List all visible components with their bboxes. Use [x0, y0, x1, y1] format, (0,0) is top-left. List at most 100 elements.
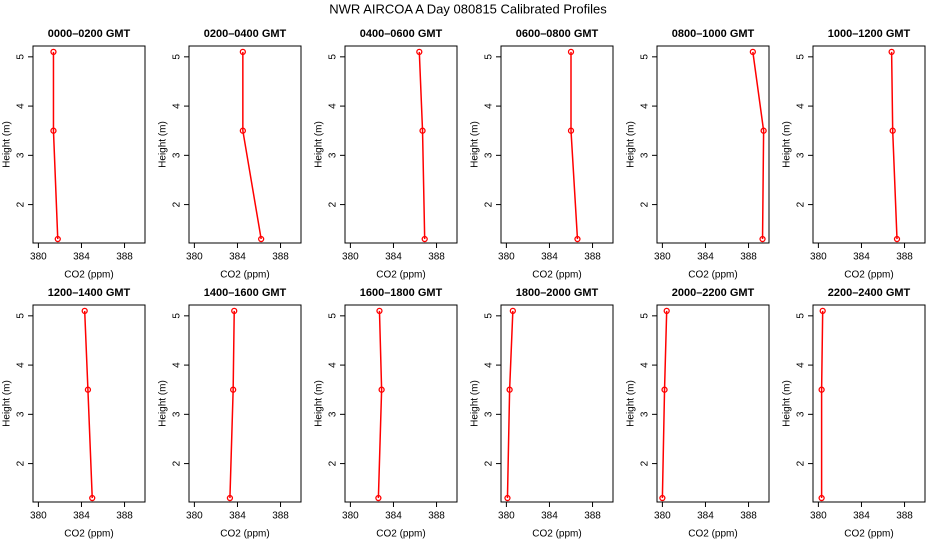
- panel-title: 1000–1200 GMT: [828, 28, 911, 40]
- data-point: [54, 235, 61, 243]
- x-tick-label: 380: [810, 252, 827, 263]
- y-tick-label: 3: [172, 411, 183, 417]
- y-tick-label: 3: [640, 411, 651, 417]
- plot-frame: [188, 304, 302, 503]
- profile-line: [418, 51, 426, 240]
- profile-line: [242, 51, 262, 240]
- data-point: [574, 235, 581, 243]
- y-axis-label: Height (m): [626, 380, 637, 427]
- y-tick-label: 2: [796, 201, 807, 207]
- data-point: [376, 307, 383, 315]
- y-tick-label: 5: [484, 54, 495, 60]
- x-tick-label: 384: [697, 511, 714, 522]
- y-axis-label: Height (m): [2, 380, 13, 427]
- x-axis-label: CO2 (ppm): [376, 270, 425, 281]
- panel-title: 1800–2000 GMT: [516, 287, 599, 299]
- y-tick-label: 4: [796, 103, 807, 109]
- x-tick-label: 384: [541, 511, 558, 522]
- x-axis-label: CO2 (ppm): [220, 529, 269, 540]
- plot-frame: [500, 45, 614, 244]
- data-point: [375, 494, 382, 502]
- x-tick-label: 380: [654, 511, 671, 522]
- profile-line: [570, 51, 579, 240]
- y-tick-label: 4: [328, 362, 339, 368]
- data-point: [81, 307, 88, 315]
- y-tick-label: 4: [16, 362, 27, 368]
- x-tick-label: 380: [342, 252, 359, 263]
- data-point: [509, 307, 516, 315]
- x-tick-label: 380: [30, 511, 47, 522]
- y-axis-label: Height (m): [2, 121, 13, 168]
- y-tick-label: 2: [640, 460, 651, 466]
- data-point: [818, 386, 825, 393]
- y-tick-label: 4: [640, 362, 651, 368]
- x-tick-label: 388: [896, 252, 913, 263]
- x-tick-label: 380: [30, 252, 47, 263]
- y-tick-label: 4: [16, 103, 27, 109]
- x-tick-label: 388: [272, 252, 289, 263]
- data-point: [50, 48, 57, 56]
- x-tick-label: 388: [116, 252, 133, 263]
- data-point: [416, 48, 423, 56]
- data-point: [749, 48, 756, 56]
- plot-frame: [656, 304, 770, 503]
- panel-title: 0600–0800 GMT: [516, 28, 599, 40]
- x-tick-label: 384: [229, 511, 246, 522]
- data-point: [889, 127, 896, 134]
- y-tick-label: 3: [484, 152, 495, 158]
- x-tick-label: 380: [498, 252, 515, 263]
- data-point: [226, 494, 234, 502]
- y-tick-label: 2: [328, 201, 339, 207]
- data-point: [239, 48, 246, 56]
- x-tick-label: 384: [385, 511, 402, 522]
- y-tick-label: 2: [640, 201, 651, 207]
- profile-line: [890, 51, 898, 240]
- x-tick-label: 388: [428, 511, 445, 522]
- y-axis-label: Height (m): [782, 121, 793, 168]
- x-axis-label: CO2 (ppm): [688, 529, 737, 540]
- data-point: [759, 235, 766, 243]
- y-tick-label: 3: [172, 152, 183, 158]
- panel-title: 1200–1400 GMT: [48, 287, 131, 299]
- main-title: NWR AIRCOA A Day 080815 Calibrated Profi…: [329, 1, 607, 16]
- x-tick-label: 384: [853, 511, 870, 522]
- panel-title: 1400–1600 GMT: [204, 287, 287, 299]
- data-point: [504, 494, 511, 502]
- y-axis-label: Height (m): [470, 380, 481, 427]
- data-point: [818, 494, 825, 502]
- y-tick-label: 2: [172, 201, 183, 207]
- profile-line: [52, 51, 59, 240]
- data-point: [230, 386, 237, 393]
- data-point: [893, 235, 901, 243]
- plot-frame: [500, 304, 614, 503]
- y-tick-label: 5: [16, 313, 27, 319]
- plot-frame: [812, 304, 926, 503]
- plot-frame: [656, 45, 770, 244]
- y-tick-label: 4: [484, 362, 495, 368]
- y-tick-label: 5: [484, 313, 495, 319]
- y-axis-label: Height (m): [158, 121, 169, 168]
- data-point: [84, 386, 92, 393]
- profile-line: [752, 51, 765, 240]
- profile-line: [661, 310, 668, 499]
- profile-line: [377, 310, 383, 499]
- data-point: [819, 307, 826, 315]
- panel-title: 1600–1800 GMT: [360, 287, 443, 299]
- y-tick-label: 3: [484, 411, 495, 417]
- x-tick-label: 388: [740, 252, 757, 263]
- x-tick-label: 388: [584, 511, 601, 522]
- plot-frame: [344, 45, 458, 244]
- data-point: [421, 235, 428, 243]
- y-tick-label: 2: [328, 460, 339, 466]
- x-tick-label: 380: [186, 511, 203, 522]
- y-tick-label: 5: [796, 313, 807, 319]
- data-point: [888, 48, 895, 56]
- y-tick-label: 4: [484, 103, 495, 109]
- y-axis-label: Height (m): [782, 380, 793, 427]
- y-axis-label: Height (m): [158, 380, 169, 427]
- x-tick-label: 384: [73, 511, 90, 522]
- profile-line: [83, 310, 93, 499]
- panel-title: 2000–2200 GMT: [672, 287, 755, 299]
- profile-line: [229, 310, 235, 499]
